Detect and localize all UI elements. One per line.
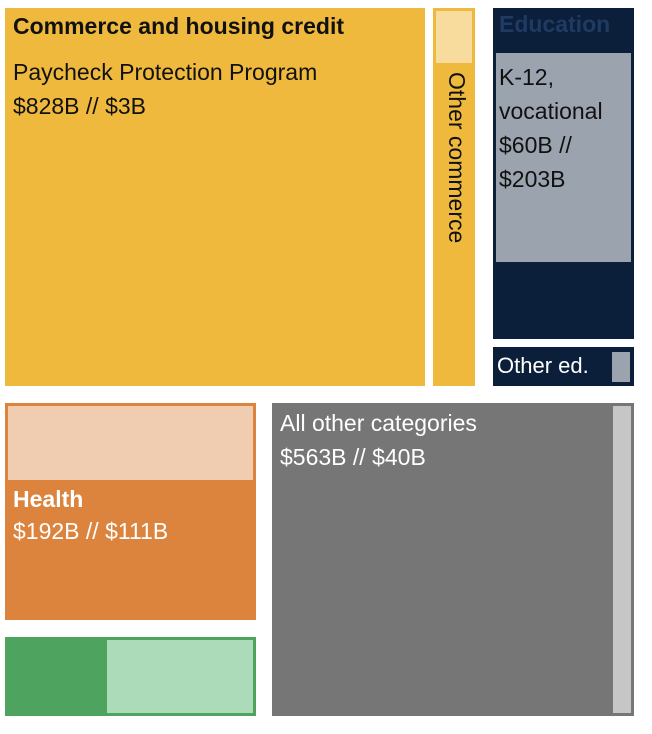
other-commerce-label: Other commerce <box>443 72 470 244</box>
all-other-name: All other categories <box>280 410 477 436</box>
health-value: $192B // $111B <box>13 518 169 544</box>
group-title-education: Education <box>499 11 611 37</box>
other-commerce-highlight <box>436 11 472 63</box>
tile-other-commerce: Other commerce <box>433 8 475 386</box>
all-other-value: $563B // $40B <box>280 444 426 470</box>
tile-k12-vocational: K-12, vocational $60B // $203B <box>496 53 631 262</box>
k12-value-line1: $60B // <box>499 132 572 158</box>
group-title-health: Health <box>13 486 84 512</box>
k12-name-line1: K-12, <box>499 64 554 90</box>
ppp-name: Paycheck Protection Program <box>13 59 318 85</box>
other-ed-label: Other ed. <box>497 353 589 378</box>
health-upper-segment <box>8 406 253 480</box>
tile-education: Education K-12, vocational $60B // $203B <box>493 8 634 339</box>
green-light-segment <box>107 640 253 713</box>
ppp-value: $828B // $3B <box>13 93 146 119</box>
k12-value-line2: $203B <box>499 166 566 192</box>
tile-green-group <box>5 637 256 716</box>
other-ed-swatch <box>612 352 630 382</box>
k12-name-line2: vocational <box>499 98 603 124</box>
tile-health: Health $192B // $111B <box>5 403 256 620</box>
all-other-strip <box>613 406 631 713</box>
group-title-commerce: Commerce and housing credit <box>13 13 345 39</box>
tile-all-other-categories: All other categories $563B // $40B <box>272 403 634 716</box>
tile-commerce-housing-credit: Commerce and housing credit Paycheck Pro… <box>5 8 425 386</box>
tile-other-education: Other ed. <box>493 347 634 386</box>
